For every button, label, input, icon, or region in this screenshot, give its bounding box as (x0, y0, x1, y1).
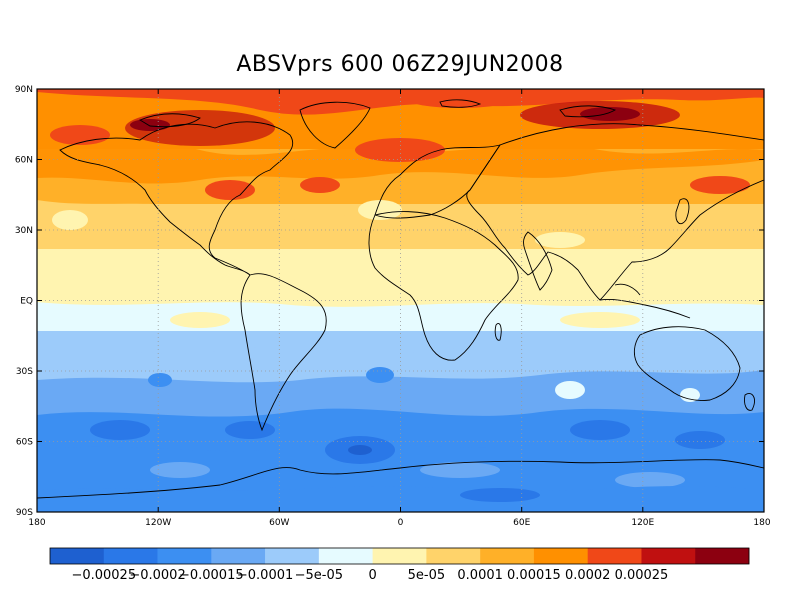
colorbar-label: 0.0001 (457, 568, 503, 583)
y-tick-label: 30N (15, 226, 33, 236)
colorbar-label: 0 (368, 568, 376, 583)
x-tick-label: 180 (28, 518, 45, 528)
colorbar: −0.00025−0.0002−0.00015−0.0001 −5e-05 0 5e-… (49, 547, 750, 583)
colorbar-swatch (587, 548, 642, 564)
coastlines (37, 99, 764, 499)
colorbar-label: −5e-05 (295, 568, 343, 583)
colorbar-swatch (265, 548, 320, 564)
colorbar-label: −0.00015 (179, 568, 244, 583)
x-tick-label: 120E (631, 518, 654, 528)
colorbar-label: 5e-05 (408, 568, 446, 583)
colorbar-swatch (533, 548, 588, 564)
y-axis-labels: 90N 60N 30N EQ 30S 60S 90S (15, 85, 33, 518)
colorbar-swatch (103, 548, 158, 564)
colorbar-label: −0.0001 (237, 568, 293, 583)
gridlines (37, 89, 764, 512)
x-tick-label: 60W (269, 518, 289, 528)
vorticity-field (37, 89, 764, 512)
colorbar-label: 0.0002 (565, 568, 611, 583)
colorbar-swatch (211, 548, 266, 564)
colorbar-label: 0.00015 (507, 568, 561, 583)
colorbar-swatch (372, 548, 427, 564)
colorbar-swatch (157, 548, 212, 564)
y-tick-label: 60S (16, 438, 33, 448)
colorbar-swatch (50, 548, 105, 564)
colorbar-swatch (641, 548, 696, 564)
x-tick-label: 180 (753, 518, 770, 528)
colorbar-swatch (318, 548, 373, 564)
tick-marks (37, 89, 764, 512)
y-tick-label: EQ (20, 297, 33, 307)
colorbar-label: −0.0002 (129, 568, 185, 583)
map-title: ABSVprs 600 06Z29JUN2008 (236, 52, 564, 77)
colorbar-swatch (426, 548, 481, 564)
x-tick-label: 120W (145, 518, 171, 528)
y-tick-label: 90S (16, 508, 33, 518)
colorbar-label: −0.00025 (71, 568, 136, 583)
y-tick-label: 90N (15, 85, 33, 95)
colorbar-swatch (695, 548, 750, 564)
x-tick-label: 60E (513, 518, 530, 528)
y-tick-label: 30S (16, 367, 33, 377)
y-tick-label: 60N (15, 156, 33, 166)
x-tick-label: 0 (398, 518, 404, 528)
colorbar-label: 0.00025 (615, 568, 669, 583)
colorbar-frame (49, 547, 750, 565)
x-axis-labels: 180 120W 60W 0 60E 120E 180 (28, 518, 770, 528)
colorbar-swatch (480, 548, 535, 564)
